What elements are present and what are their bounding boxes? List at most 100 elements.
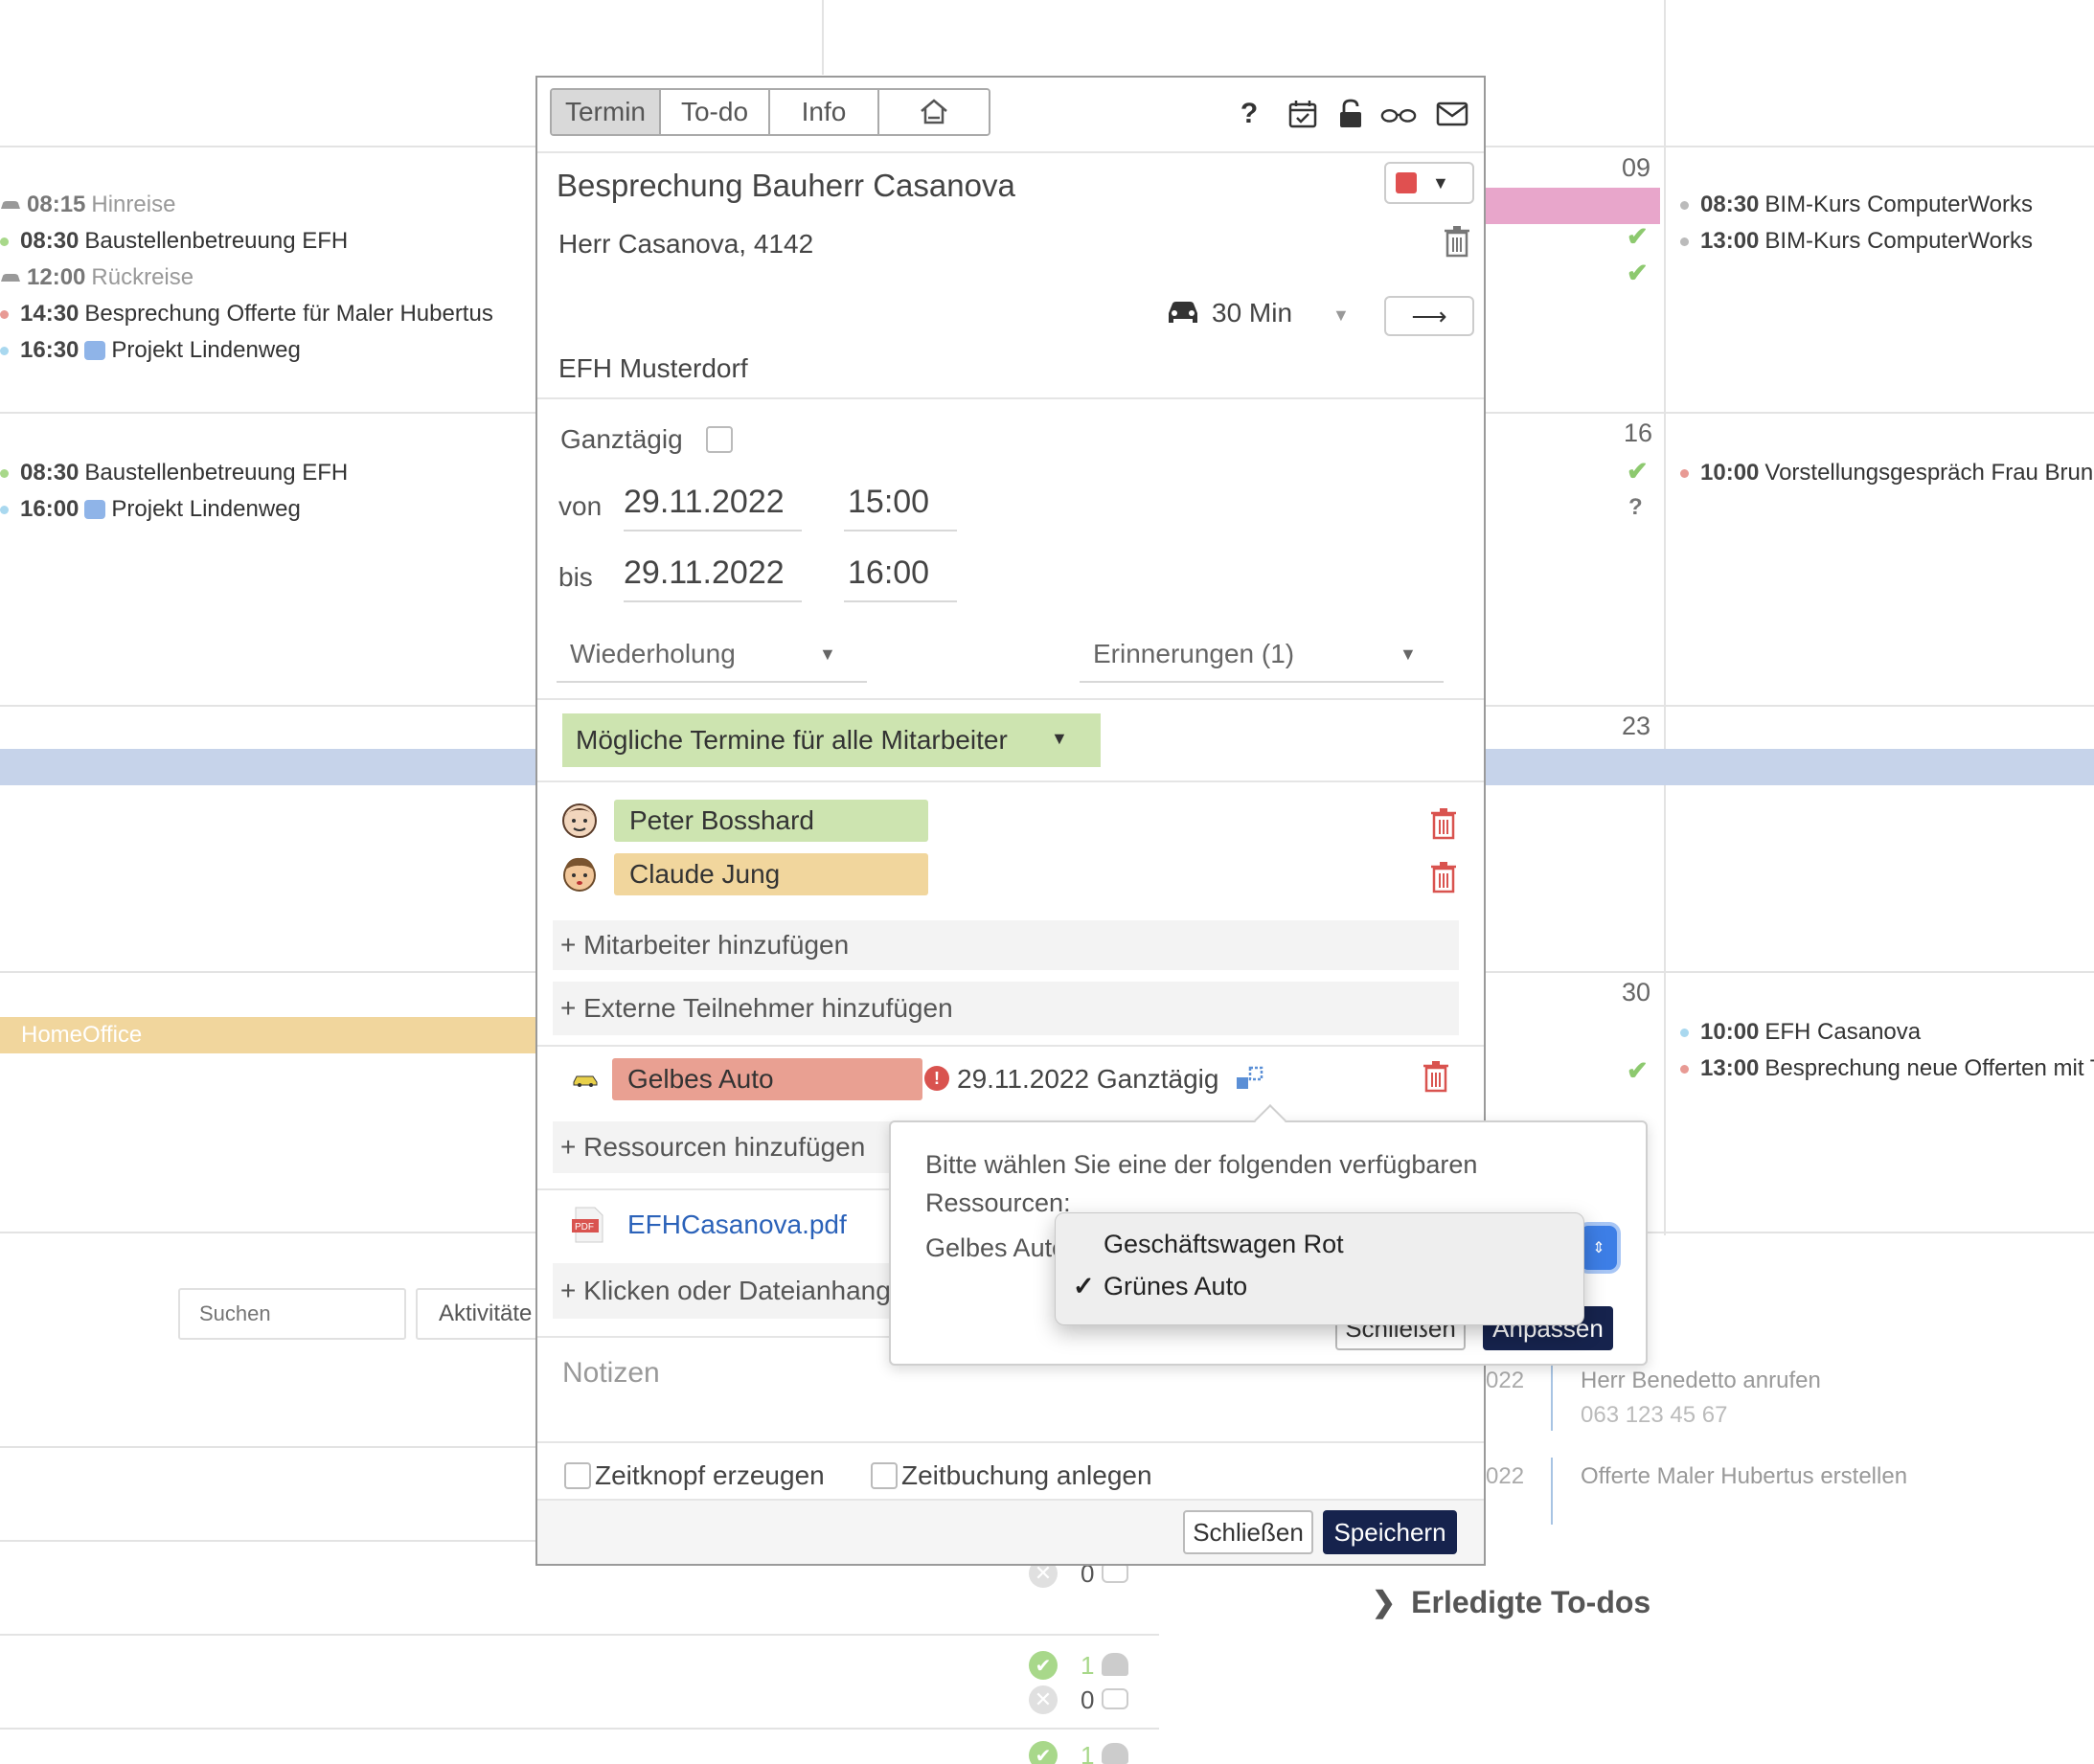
timebooking-checkbox[interactable]: [871, 1462, 898, 1489]
allday-checkbox[interactable]: [706, 426, 733, 453]
trash-icon[interactable]: [1444, 225, 1470, 258]
day-number: 09: [1622, 153, 1651, 182]
divider: [537, 1441, 1484, 1443]
done-todos-toggle[interactable]: ❯ Erledigte To-dos: [1372, 1585, 1650, 1620]
tab-todo[interactable]: To-do: [661, 90, 770, 134]
repeat-dropdown[interactable]: Wiederholung ▼: [557, 633, 867, 681]
todo-title[interactable]: Herr Benedetto anrufen: [1581, 1368, 1821, 1393]
unlock-icon[interactable]: [1332, 97, 1369, 131]
travel-time-caret-icon[interactable]: ▼: [1332, 305, 1350, 325]
divider: [537, 397, 1484, 399]
trash-icon[interactable]: [1430, 861, 1457, 893]
grid-line: [0, 1728, 1159, 1730]
check-icon: ✔: [1627, 222, 1649, 251]
homeoffice-band[interactable]: HomeOffice: [0, 1017, 536, 1053]
option-label: Grünes Auto: [1104, 1271, 1248, 1300]
notes-field[interactable]: Notizen: [562, 1357, 660, 1389]
car-count: 0: [1081, 1559, 1095, 1588]
trash-icon[interactable]: [1430, 807, 1457, 840]
employee-claude-chip[interactable]: Claude Jung: [614, 853, 928, 895]
calendar-event[interactable]: 16:30 Projekt Lindenweg: [0, 337, 301, 364]
event-band-pink[interactable]: [1486, 188, 1660, 224]
resource-chip[interactable]: Gelbes Auto: [612, 1058, 922, 1100]
search-input[interactable]: [178, 1288, 406, 1340]
input-underline: [844, 600, 957, 602]
color-picker[interactable]: ▼: [1384, 162, 1474, 204]
todo-title[interactable]: Offerte Maler Hubertus erstellen: [1581, 1463, 1908, 1489]
calendar-event[interactable]: 14:30 Besprechung Offerte für Maler Huber…: [0, 301, 493, 328]
help-icon[interactable]: ?: [1240, 98, 1259, 129]
route-arrow-button[interactable]: ⟶: [1384, 296, 1474, 336]
close-button[interactable]: Schließen: [1183, 1510, 1313, 1554]
swap-resource-icon[interactable]: [1235, 1066, 1263, 1093]
travel-time-value[interactable]: 30 Min: [1212, 298, 1293, 328]
calendar-event[interactable]: 10:00 EFH Casanova: [1680, 1019, 1921, 1046]
option-gruenes-auto[interactable]: ✓ Grünes Auto: [1056, 1265, 1583, 1307]
trash-icon[interactable]: [1423, 1060, 1449, 1093]
car-yellow-icon: [573, 1075, 598, 1087]
input-underline: [557, 681, 867, 683]
repeat-label: Wiederholung: [570, 639, 736, 668]
checkmark-icon: ✓: [1073, 1271, 1095, 1300]
avatar-peter-icon: [562, 803, 597, 838]
calendar-event[interactable]: 13:00 BIM-Kurs ComputerWorks: [1680, 228, 2033, 255]
event-band-blue[interactable]: [0, 749, 536, 785]
avatar-claude-icon: [563, 857, 596, 892]
divider: [537, 1045, 1484, 1047]
check-circle-icon: ✔: [1029, 1741, 1058, 1764]
car-icon: [1102, 1688, 1128, 1709]
reminders-dropdown[interactable]: Erinnerungen (1) ▼: [1080, 633, 1444, 681]
input-underline: [624, 600, 802, 602]
mail-icon[interactable]: [1434, 97, 1470, 131]
home-icon: [921, 99, 947, 124]
to-date-input[interactable]: 29.11.2022: [624, 554, 785, 591]
tab-termin[interactable]: Termin: [552, 90, 661, 134]
tab-info[interactable]: Info: [770, 90, 879, 134]
timebooking-label: Zeitbuchung anlegen: [901, 1460, 1152, 1490]
car-count: 0: [1081, 1685, 1095, 1714]
todo-divider: [1551, 1458, 1553, 1525]
event-band-blue[interactable]: [1486, 749, 2094, 785]
option-label: Geschäftswagen Rot: [1104, 1229, 1344, 1258]
car-icon: [1, 274, 20, 282]
calendar-event[interactable]: 08:15 Hinreise: [0, 192, 175, 218]
calendar-event[interactable]: 12:00 Rückreise: [0, 264, 193, 291]
glasses-icon[interactable]: [1380, 97, 1417, 131]
calendar-check-icon[interactable]: [1285, 97, 1321, 131]
timebutton-checkbox[interactable]: [564, 1462, 591, 1489]
todo-date: 022: [1486, 1368, 1525, 1393]
tab-home[interactable]: [879, 90, 989, 134]
from-time-input[interactable]: 15:00: [848, 484, 930, 520]
video-icon: [84, 500, 106, 519]
calendar-event[interactable]: 16:00 Projekt Lindenweg: [0, 496, 301, 523]
employee-peter-chip[interactable]: Peter Bosshard: [614, 800, 928, 842]
add-employee-button[interactable]: + Mitarbeiter hinzufügen: [553, 920, 1459, 970]
option-geschaeftswagen-rot[interactable]: Geschäftswagen Rot: [1056, 1223, 1583, 1265]
location-field[interactable]: EFH Musterdorf: [558, 353, 748, 383]
activities-dropdown[interactable]: Aktivitäte: [416, 1288, 550, 1340]
homeoffice-label: HomeOffice: [21, 1022, 143, 1048]
appointment-title[interactable]: Besprechung Bauherr Casanova: [557, 168, 1015, 203]
calendar-event[interactable]: 13:00 Besprechung neue Offerten mit T: [1680, 1055, 2094, 1082]
todo-subtitle: 063 123 45 67: [1581, 1402, 1728, 1428]
calendar-event[interactable]: 08:30 BIM-Kurs ComputerWorks: [1680, 192, 2033, 218]
allday-label: Ganztägig: [560, 424, 683, 454]
grid-line: [822, 0, 824, 75]
check-icon: ✔: [1627, 259, 1649, 287]
calendar-event[interactable]: 10:00 Vorstellungsgespräch Frau Brunn: [1680, 460, 2094, 486]
todo-divider: [1551, 1364, 1553, 1431]
contact-field[interactable]: Herr Casanova, 4142: [558, 229, 814, 259]
people-icon: [1102, 1653, 1128, 1676]
attachment-link[interactable]: EFHCasanova.pdf: [627, 1210, 847, 1239]
calendar-event[interactable]: 08:30 Baustellenbetreuung EFH: [0, 228, 348, 255]
select-stepper-icon[interactable]: ⇕: [1581, 1226, 1617, 1270]
save-button[interactable]: Speichern: [1323, 1510, 1457, 1554]
from-date-input[interactable]: 29.11.2022: [624, 484, 785, 520]
video-icon: [84, 341, 106, 360]
add-external-button[interactable]: + Externe Teilnehmer hinzufügen: [553, 982, 1459, 1035]
calendar-event[interactable]: 08:30 Baustellenbetreuung EFH: [0, 460, 348, 486]
to-time-input[interactable]: 16:00: [848, 554, 930, 591]
possible-dates-button[interactable]: Mögliche Termine für alle Mitarbeiter ▼: [562, 713, 1101, 767]
people-count: 1: [1081, 1741, 1095, 1764]
caret-down-icon: ▼: [1051, 729, 1068, 748]
